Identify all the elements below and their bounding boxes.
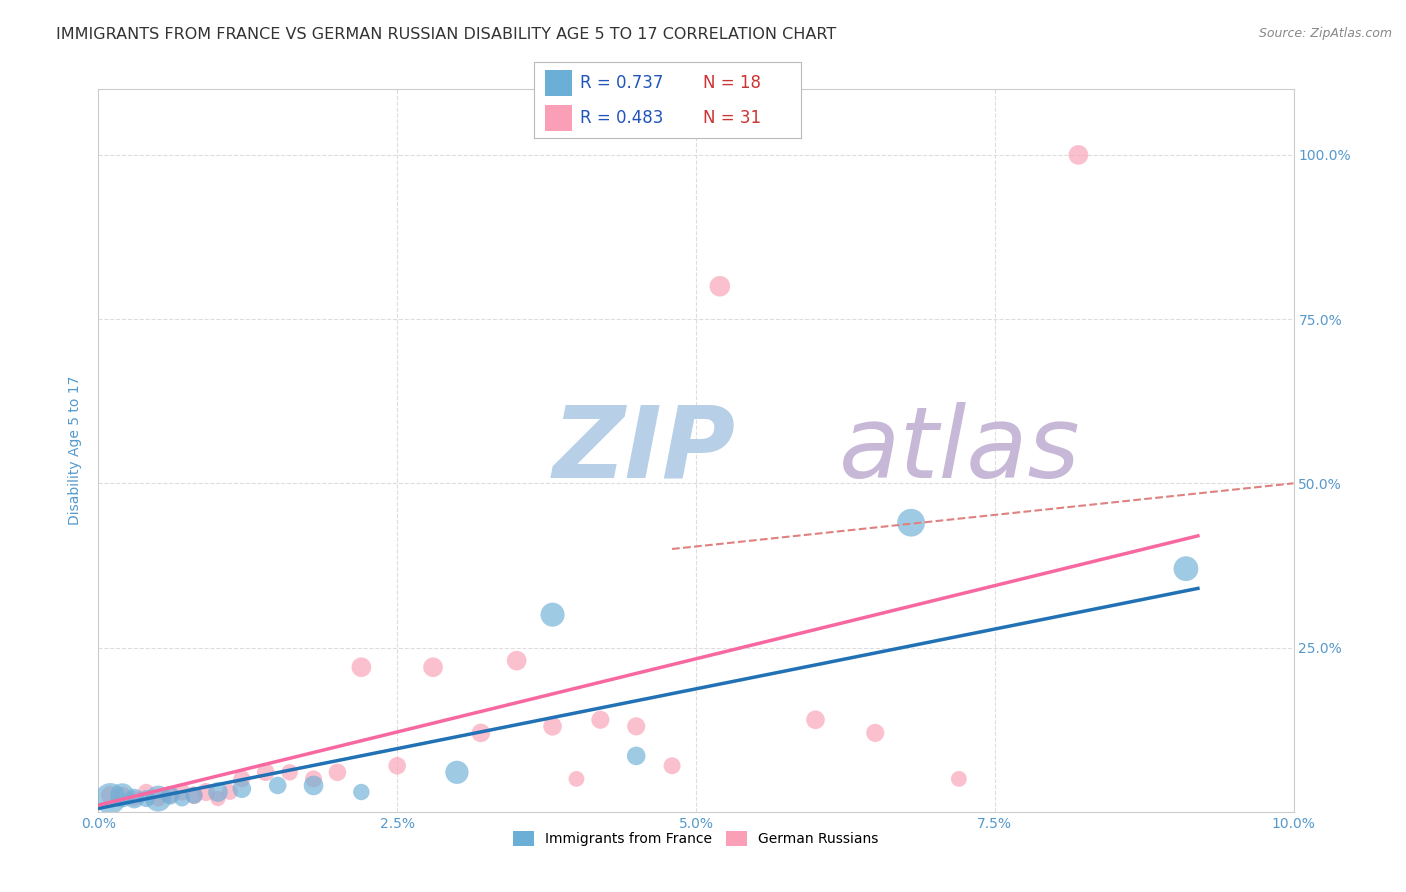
Point bbox=[541, 607, 564, 622]
Point bbox=[900, 516, 922, 530]
Point bbox=[589, 713, 612, 727]
Text: ZIP: ZIP bbox=[553, 402, 735, 499]
Point bbox=[302, 772, 325, 786]
Text: N = 18: N = 18 bbox=[703, 74, 761, 92]
Point bbox=[709, 279, 731, 293]
Point bbox=[207, 791, 229, 805]
Point bbox=[350, 785, 373, 799]
Point bbox=[446, 765, 468, 780]
Point bbox=[541, 719, 564, 733]
Point bbox=[626, 748, 648, 763]
Point bbox=[111, 789, 134, 803]
Point bbox=[148, 791, 170, 805]
Point bbox=[135, 785, 157, 799]
Point bbox=[124, 791, 146, 805]
Point bbox=[98, 789, 122, 803]
Point bbox=[183, 789, 205, 803]
Point bbox=[148, 791, 170, 805]
Point bbox=[219, 785, 242, 799]
Point bbox=[422, 660, 444, 674]
Y-axis label: Disability Age 5 to 17: Disability Age 5 to 17 bbox=[69, 376, 83, 525]
Text: IMMIGRANTS FROM FRANCE VS GERMAN RUSSIAN DISABILITY AGE 5 TO 17 CORRELATION CHAR: IMMIGRANTS FROM FRANCE VS GERMAN RUSSIAN… bbox=[56, 27, 837, 42]
Point bbox=[1067, 148, 1090, 162]
Point bbox=[470, 726, 492, 740]
FancyBboxPatch shape bbox=[546, 70, 572, 95]
Point bbox=[278, 765, 301, 780]
Point bbox=[195, 785, 218, 799]
Point bbox=[804, 713, 827, 727]
Text: Source: ZipAtlas.com: Source: ZipAtlas.com bbox=[1258, 27, 1392, 40]
Point bbox=[135, 791, 157, 805]
Point bbox=[350, 660, 373, 674]
Point bbox=[385, 758, 409, 772]
Point bbox=[172, 785, 194, 799]
Point bbox=[172, 791, 194, 805]
Point bbox=[661, 758, 683, 772]
Point bbox=[207, 785, 229, 799]
Text: atlas: atlas bbox=[839, 402, 1081, 499]
Point bbox=[231, 781, 253, 796]
Point bbox=[302, 779, 325, 793]
Text: N = 31: N = 31 bbox=[703, 109, 761, 127]
Point bbox=[254, 765, 277, 780]
Point bbox=[111, 789, 134, 803]
Point bbox=[326, 765, 349, 780]
Point bbox=[506, 654, 529, 668]
Point bbox=[626, 719, 648, 733]
Text: R = 0.483: R = 0.483 bbox=[579, 109, 664, 127]
Point bbox=[948, 772, 970, 786]
Point bbox=[98, 791, 122, 805]
Point bbox=[565, 772, 588, 786]
Point bbox=[159, 789, 181, 803]
FancyBboxPatch shape bbox=[546, 105, 572, 130]
Point bbox=[1175, 562, 1198, 576]
Point bbox=[183, 789, 205, 803]
Text: R = 0.737: R = 0.737 bbox=[579, 74, 664, 92]
Point bbox=[159, 789, 181, 803]
Legend: Immigrants from France, German Russians: Immigrants from France, German Russians bbox=[508, 826, 884, 852]
Point bbox=[267, 779, 290, 793]
Point bbox=[231, 772, 253, 786]
Point bbox=[865, 726, 887, 740]
Point bbox=[124, 791, 146, 805]
